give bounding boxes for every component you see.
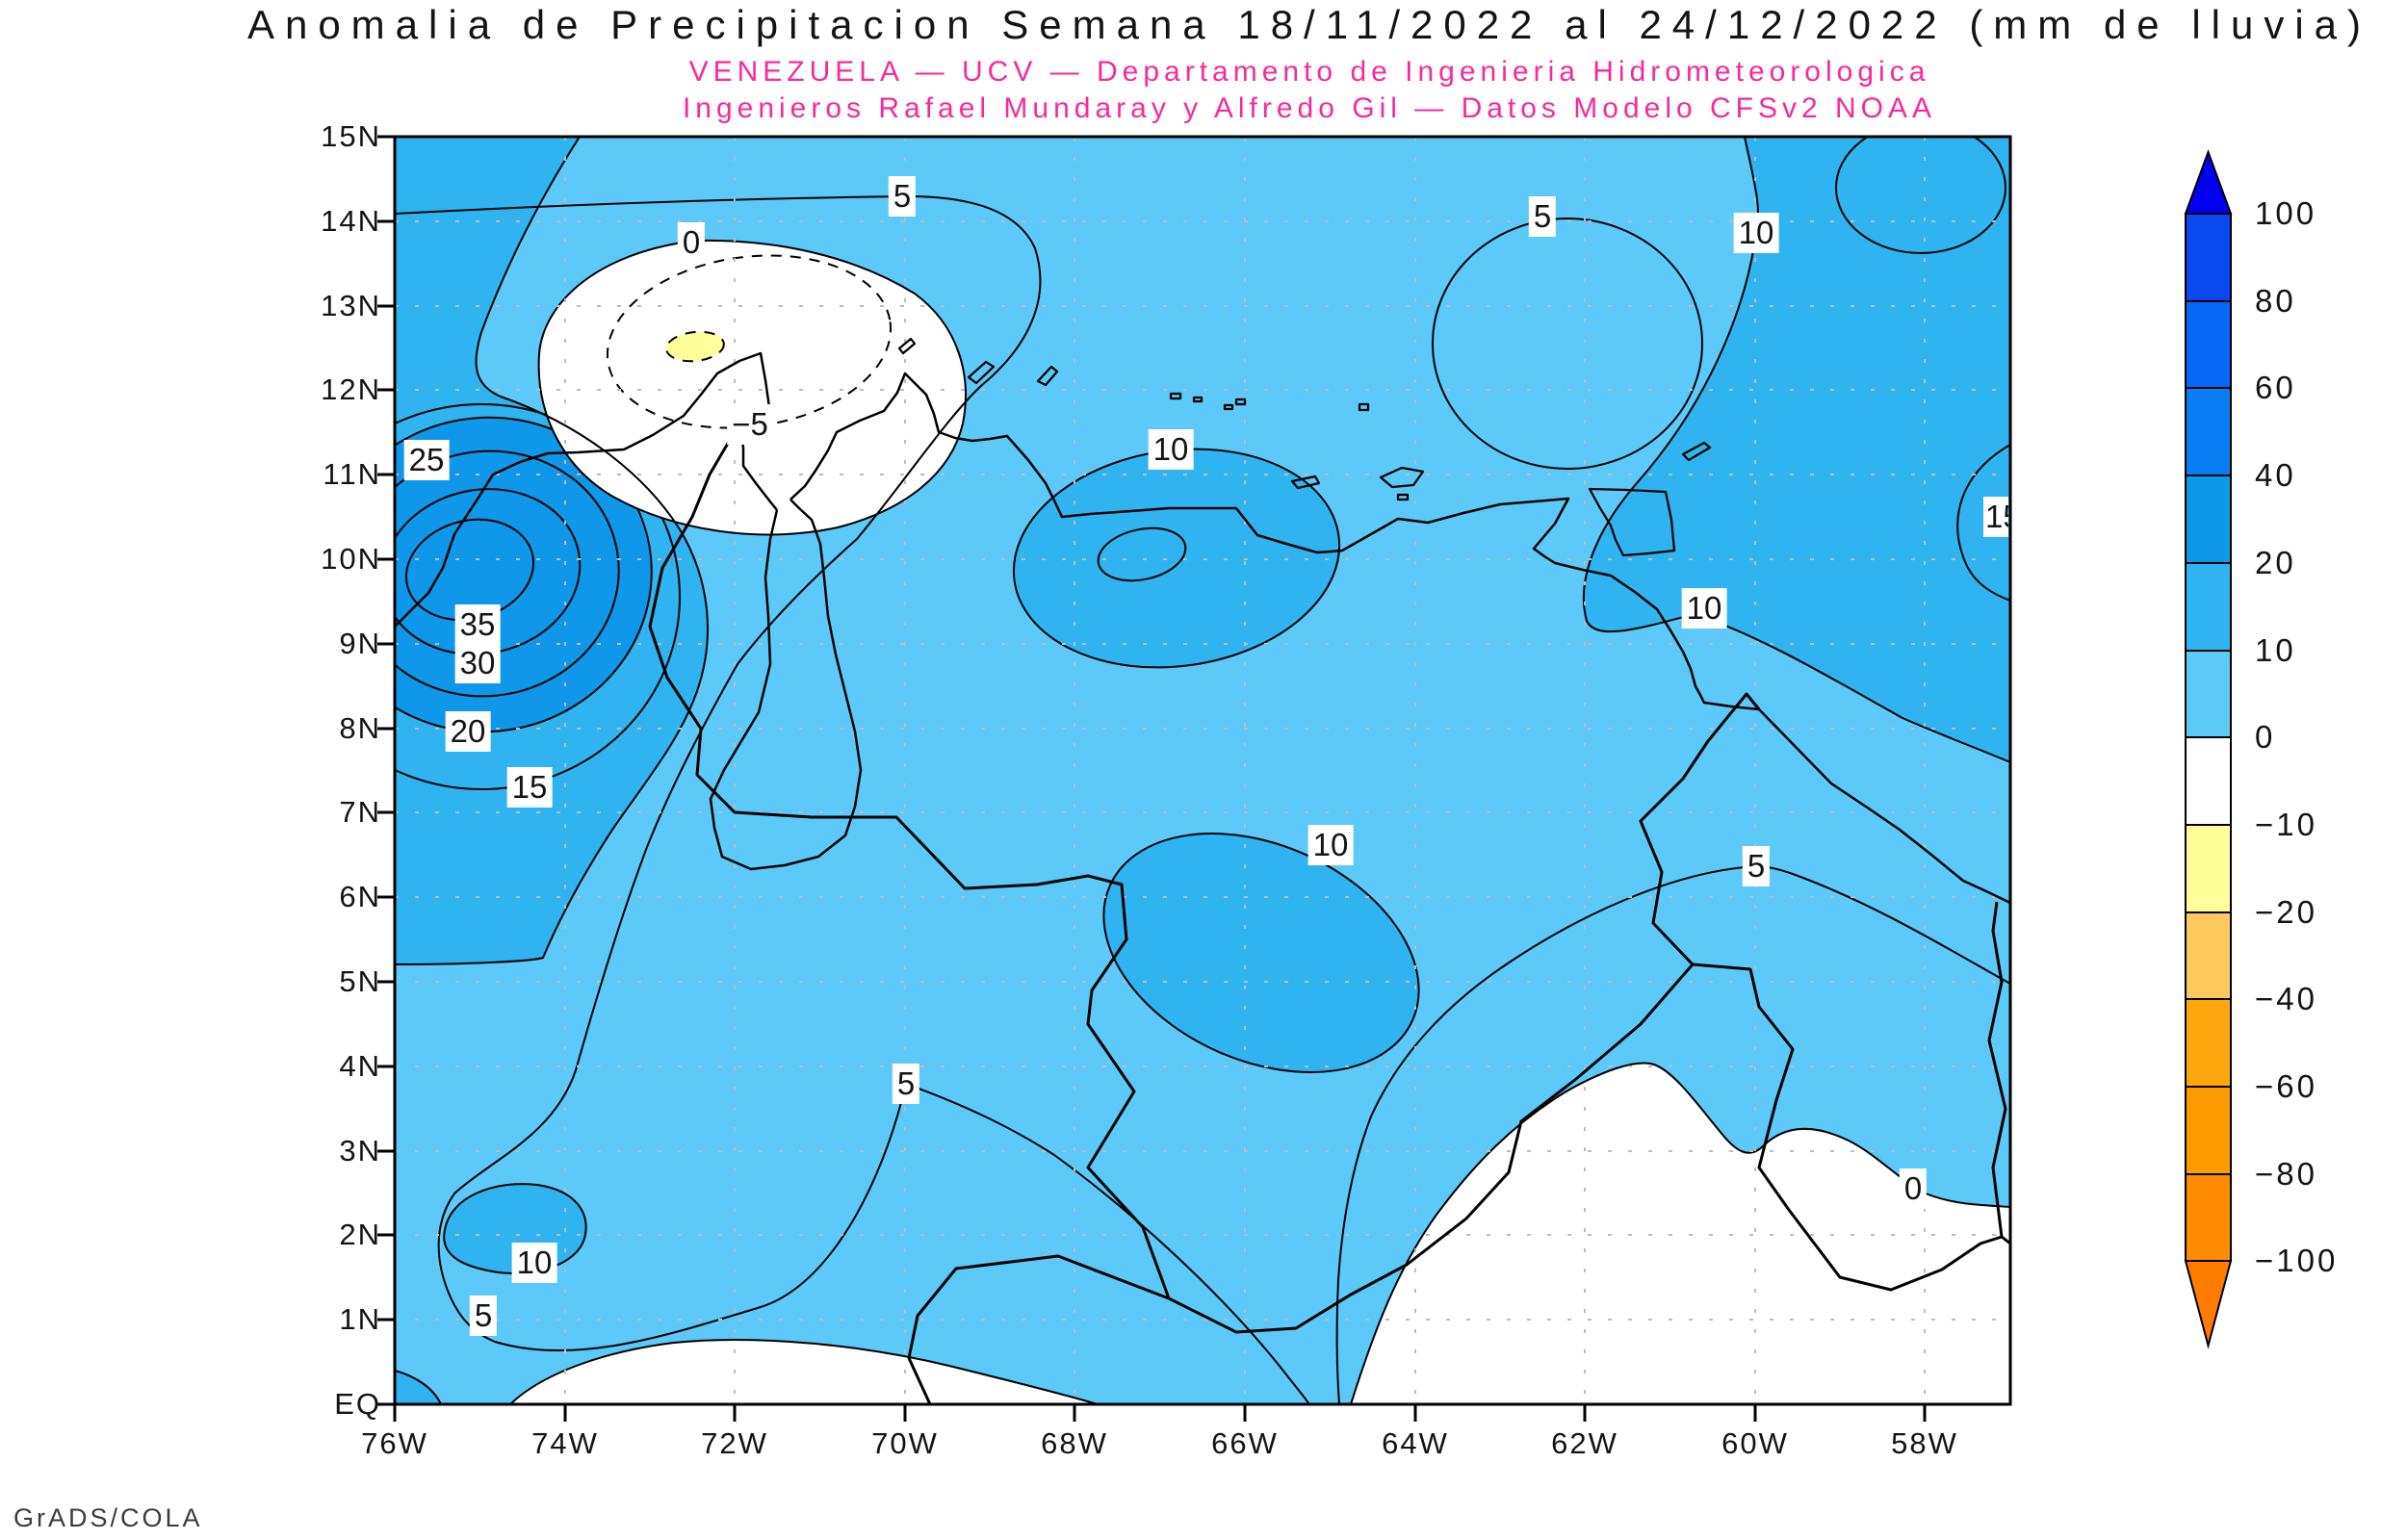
coastline-caribbean	[395, 351, 2010, 905]
lon-label-68w: 68W	[1041, 1426, 1108, 1460]
contour-label-5-ne: 5	[1528, 196, 1557, 237]
colorbar-arrow-bottom	[2184, 1260, 2233, 1349]
grads-credit: GrADS/COLA	[13, 1503, 203, 1532]
islands	[897, 337, 1712, 557]
contour-5-long	[395, 194, 1310, 1404]
lat-label-5n: 5N	[339, 964, 381, 998]
colorbar-arrow-top	[2184, 149, 2233, 215]
region-negative-equator	[508, 1338, 1099, 1404]
colorbar-label-40: 40	[2255, 457, 2296, 493]
colorbar-label-neg80: −80	[2255, 1156, 2317, 1192]
colorbar-label-0: 0	[2255, 719, 2276, 755]
contour-label-15: 15	[506, 767, 553, 808]
lat-label-8n: 8N	[339, 711, 381, 745]
colorbar-label-80: 80	[2255, 283, 2296, 319]
lat-ticks	[377, 135, 395, 1406]
border-colombia-brazil	[907, 1254, 1170, 1404]
lake-maracaibo	[709, 499, 863, 871]
contour-label-10-east: 10	[1681, 588, 1727, 629]
contour-label-35: 35	[454, 604, 501, 645]
lon-label-66w: 66W	[1211, 1426, 1279, 1460]
contour-15-northeast-loop	[1835, 137, 2006, 254]
lat-label-12n: 12N	[321, 372, 381, 406]
contour-10-northwest	[395, 137, 709, 965]
lat-label-11n: 11N	[323, 457, 381, 491]
lon-label-60w: 60W	[1721, 1426, 1789, 1460]
contour-label-30: 30	[454, 643, 501, 683]
lon-ticks	[393, 1404, 1927, 1422]
border-guyana-suriname	[1987, 901, 2007, 1238]
region-minus10-spot	[665, 330, 725, 363]
contour-5-southeast	[1335, 864, 2010, 1404]
page-title: Anomalia de Precipitacion Semana 18/11/2…	[246, 2, 2372, 47]
contour-10-sw-corner	[395, 1370, 442, 1404]
contour-label-5-east: 5	[1742, 846, 1771, 886]
lon-label-58w: 58W	[1891, 1426, 1958, 1460]
lon-label-72w: 72W	[701, 1426, 768, 1460]
colorbar-label-neg100: −100	[2255, 1243, 2339, 1278]
lat-label-13n: 13N	[321, 289, 381, 322]
contour-5-loop-north	[1432, 218, 1703, 470]
lat-label-2n: 2N	[339, 1218, 381, 1251]
contour-25-ring	[395, 449, 620, 698]
contour-15-ring	[395, 403, 681, 790]
contour-label-5-southcentral: 5	[892, 1064, 920, 1104]
border-guyana-brazil	[1692, 962, 2003, 1292]
lat-label-1n: 1N	[339, 1302, 381, 1336]
colorbar-label-20: 20	[2255, 545, 2296, 580]
subtitle-line2: Ingenieros Rafael Mundaray y Alfredo Gil…	[682, 92, 1937, 124]
colorbar	[2184, 149, 2233, 1349]
lat-label-7n: 7N	[339, 795, 381, 829]
contour-label-15-clipped: 15	[1983, 497, 2008, 537]
border-colombia-venezuela	[648, 423, 1171, 1299]
colorbar-label-neg10: −10	[2255, 807, 2317, 842]
lat-label-eq: EQ	[334, 1387, 381, 1421]
map-shaded-contours	[395, 137, 2010, 1404]
contour-label-0-guajira: 0	[677, 222, 706, 263]
map-frame	[393, 135, 2012, 1406]
colorbar-label-60: 60	[2255, 370, 2296, 405]
contour-label-25: 25	[403, 440, 450, 480]
contour-label-10-south: 10	[1307, 825, 1354, 865]
contour-label-minus5: −5	[727, 404, 773, 445]
lat-label-9n: 9N	[339, 627, 381, 660]
contour-10-northeast	[1582, 137, 2010, 763]
lat-label-6n: 6N	[339, 880, 381, 913]
contour-label-10-ne: 10	[1733, 213, 1779, 253]
region-10-20-south-central	[1102, 833, 1420, 1073]
colorbar-label-100: 100	[2255, 195, 2317, 231]
contour-label-10-central: 10	[1148, 429, 1194, 470]
contour-label-0-southeast: 0	[1899, 1168, 1928, 1209]
lat-label-4n: 4N	[339, 1049, 381, 1083]
border-venezuela-brazil	[1168, 963, 1695, 1334]
lat-label-3n: 3N	[339, 1134, 381, 1168]
lat-label-10n: 10N	[321, 542, 381, 576]
colorbar-label-neg40: −40	[2255, 981, 2317, 1016]
colorbar-label-10: 10	[2255, 632, 2296, 668]
lat-label-14n: 14N	[321, 204, 381, 238]
contour-15-right-edge	[1956, 444, 2010, 602]
region-20-40-core	[395, 416, 653, 733]
lon-label-74w: 74W	[531, 1426, 599, 1460]
colorbar-label-neg60: −60	[2255, 1068, 2317, 1104]
region-negative-guajira	[537, 239, 967, 536]
lon-label-62w: 62W	[1551, 1426, 1618, 1460]
contour-label-5-north: 5	[888, 176, 917, 217]
lat-label-15n: 15N	[321, 119, 381, 153]
contour-label-20: 20	[445, 711, 491, 752]
subtitle-line1: VENEZUELA — UCV — Departamento de Ingeni…	[688, 56, 1930, 88]
region-10-20-sw-corner	[395, 1371, 441, 1404]
contour-15-central	[1097, 526, 1187, 582]
colorbar-label-neg20: −20	[2255, 894, 2317, 930]
lon-label-70w: 70W	[871, 1426, 939, 1460]
lon-label-76w: 76W	[361, 1426, 428, 1460]
contour-label-10-sw: 10	[511, 1243, 557, 1283]
border-venezuela-guyana	[1639, 692, 1761, 966]
lon-label-64w: 64W	[1382, 1426, 1449, 1460]
contour-label-5-sw: 5	[469, 1296, 498, 1336]
